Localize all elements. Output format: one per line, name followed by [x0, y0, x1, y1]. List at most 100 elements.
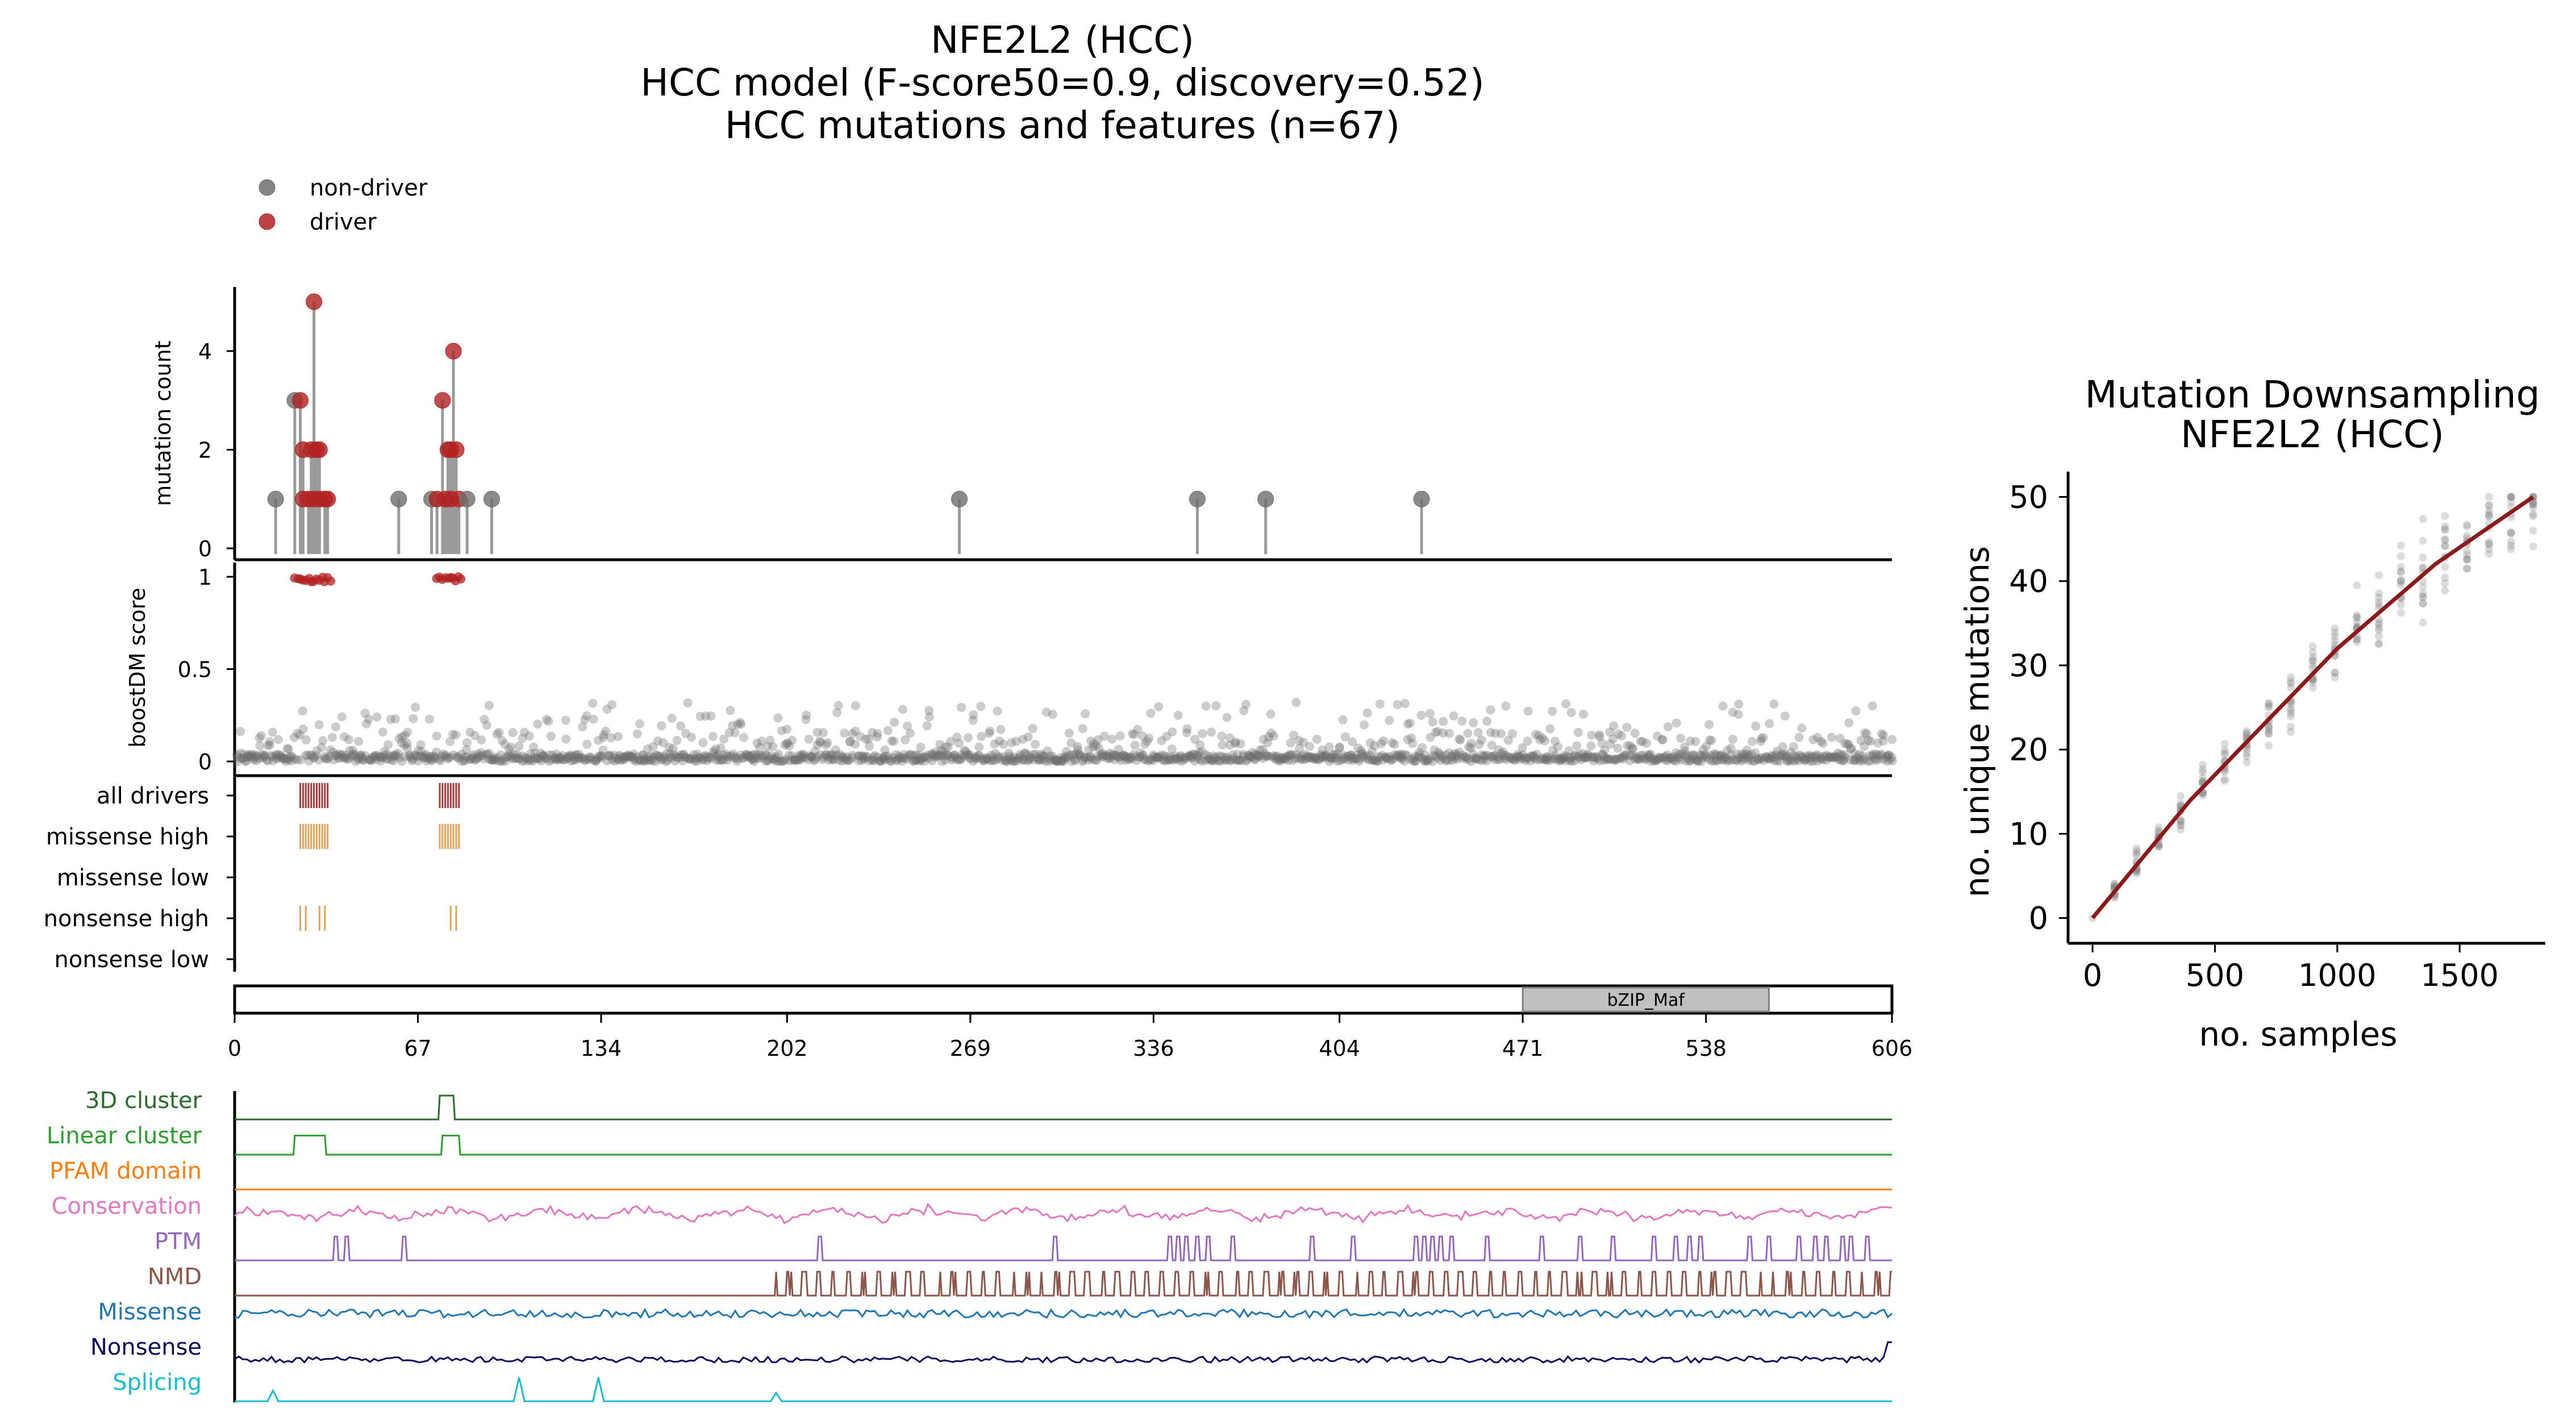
score-point: [1521, 756, 1531, 765]
score-point: [859, 753, 869, 763]
score-point: [419, 752, 429, 762]
score-point: [353, 736, 363, 746]
score-point: [1051, 756, 1061, 766]
downsampling-point: [2287, 673, 2295, 681]
downsampling-point: [2396, 563, 2405, 571]
score-point: [610, 750, 619, 760]
score-point: [1877, 729, 1887, 739]
score-point: [1278, 755, 1287, 765]
downsampling-point: [2485, 549, 2493, 558]
downsampling-point: [2419, 553, 2427, 562]
score-point: [722, 752, 732, 761]
score-point: [635, 719, 644, 728]
score-point: [667, 713, 677, 723]
score-point: [508, 728, 518, 738]
score-point: [607, 700, 617, 710]
score-point: [754, 753, 764, 763]
score-point: [752, 750, 762, 760]
score-point: [881, 751, 890, 761]
score-point: [1469, 750, 1478, 759]
score-point: [1070, 750, 1079, 759]
score-point: [1269, 731, 1278, 741]
downsampling-point: [2242, 730, 2251, 738]
downsampling-point: [2353, 613, 2361, 622]
score-point: [351, 756, 361, 766]
downsampling-x-tick-label: 1000: [2298, 957, 2376, 993]
score-point: [840, 728, 849, 738]
downsampling-y-tick-label: 50: [2009, 479, 2048, 515]
score-point: [1570, 750, 1580, 760]
score-point: [1644, 750, 1653, 759]
score-point: [952, 753, 962, 763]
score-point: [985, 726, 995, 736]
score-point: [1622, 750, 1632, 760]
score-point: [678, 750, 688, 760]
score-point: [678, 756, 687, 765]
score-point: [1728, 755, 1738, 764]
score-point: [1081, 709, 1090, 719]
score-point: [247, 750, 256, 759]
downsampling-point: [2154, 842, 2163, 851]
downsampling-point: [2419, 589, 2427, 598]
downsampling-point: [2396, 552, 2405, 561]
score-point: [1580, 753, 1590, 763]
score-point: [523, 753, 532, 763]
score-point: [1062, 747, 1072, 756]
score-point: [845, 737, 855, 747]
score-point: [752, 738, 762, 748]
score-point: [1641, 753, 1650, 763]
score-point: [1589, 752, 1598, 761]
score-point: [1217, 731, 1227, 741]
score-point: [1472, 753, 1482, 763]
score-point: [1254, 751, 1264, 761]
score-point: [1489, 751, 1498, 761]
score-point: [1840, 739, 1850, 748]
score-point: [424, 714, 434, 724]
score-point: [1244, 752, 1254, 762]
score-point: [1683, 753, 1693, 763]
score-point: [1195, 755, 1205, 764]
score-point: [1870, 753, 1879, 763]
score-point: [432, 731, 441, 741]
score-point: [961, 747, 970, 757]
score-point: [1132, 752, 1141, 761]
score-point: [1356, 746, 1366, 755]
score-point: [1244, 751, 1253, 760]
score-point: [1707, 736, 1716, 746]
score-point: [713, 750, 723, 760]
score-point: [1370, 756, 1379, 765]
score-point: [1185, 751, 1194, 761]
score-point: [1833, 752, 1843, 762]
score-point: [375, 752, 385, 762]
score-point: [1754, 755, 1764, 764]
score-point: [1593, 754, 1602, 764]
score-point: [544, 756, 554, 766]
score-point: [1720, 752, 1730, 762]
score-point: [604, 751, 614, 760]
legend-label: driver: [310, 209, 377, 235]
score-point: [1201, 750, 1211, 760]
score-point: [1225, 733, 1235, 743]
score-point: [1283, 751, 1293, 761]
downsampling-point: [2507, 528, 2515, 536]
score-point: [1039, 752, 1049, 761]
score-point: [365, 755, 374, 764]
score-point: [1154, 702, 1164, 711]
score-point: [861, 734, 870, 744]
score-point: [1075, 750, 1085, 760]
score-point: [1866, 736, 1875, 746]
score-point: [1597, 738, 1607, 748]
score-point: [1633, 755, 1643, 764]
score-point: [331, 722, 340, 732]
score-point: [301, 751, 311, 760]
score-point: [460, 756, 469, 766]
score-point: [573, 755, 582, 764]
downsampling-point: [2308, 656, 2317, 665]
score-point: [323, 754, 332, 764]
score-point: [826, 750, 836, 759]
score-point: [1422, 756, 1432, 766]
score-point: [1193, 750, 1202, 760]
score-point: [1403, 751, 1412, 760]
downsampling-point: [2198, 791, 2207, 800]
score-point: [1291, 750, 1301, 760]
